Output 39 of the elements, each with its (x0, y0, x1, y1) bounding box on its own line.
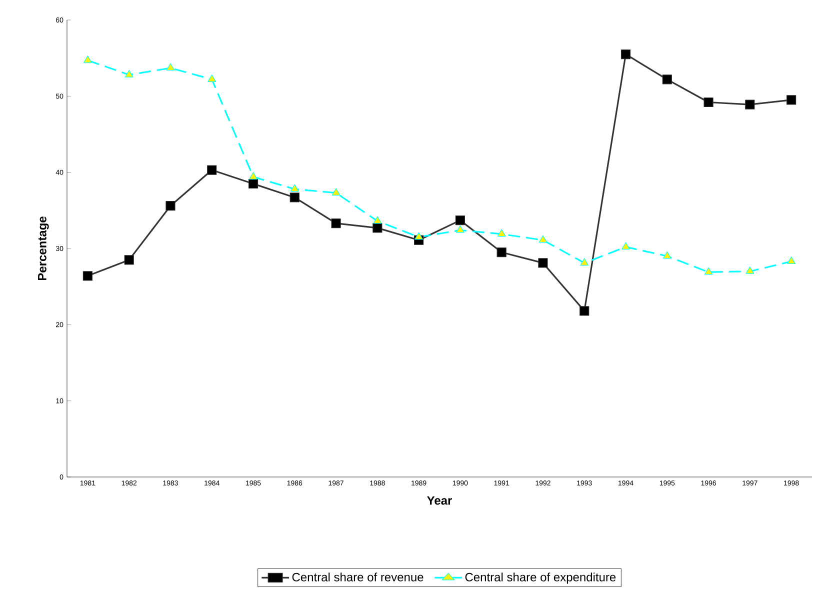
point (704, 97, 714, 108)
point (248, 178, 258, 189)
x-axis-title: Year (427, 496, 452, 505)
point (746, 266, 754, 274)
point (786, 95, 796, 105)
point (497, 229, 506, 237)
point (82, 271, 92, 281)
point (166, 63, 175, 71)
point (207, 165, 217, 175)
point (620, 49, 631, 60)
point (662, 74, 672, 84)
point (124, 70, 134, 78)
point (414, 232, 424, 240)
point (787, 256, 796, 264)
point (373, 216, 382, 224)
point (290, 192, 300, 202)
point (332, 188, 340, 196)
point (662, 251, 672, 259)
legend-label: Central share of revenue (292, 572, 424, 582)
point (496, 248, 506, 258)
point (704, 267, 713, 275)
point (84, 56, 92, 63)
point (208, 74, 216, 82)
point (456, 225, 464, 233)
point (124, 255, 134, 265)
point (455, 216, 465, 226)
y-axis-title: Percentage (38, 216, 49, 280)
legend-label: Central share of expenditure (465, 572, 616, 584)
point (249, 172, 258, 180)
point (745, 100, 755, 110)
point (538, 258, 548, 268)
point (580, 258, 589, 266)
point (580, 306, 590, 316)
point (372, 223, 382, 233)
point (622, 242, 630, 250)
point (538, 235, 548, 243)
point (290, 184, 299, 192)
point (166, 201, 176, 211)
point (331, 218, 341, 228)
